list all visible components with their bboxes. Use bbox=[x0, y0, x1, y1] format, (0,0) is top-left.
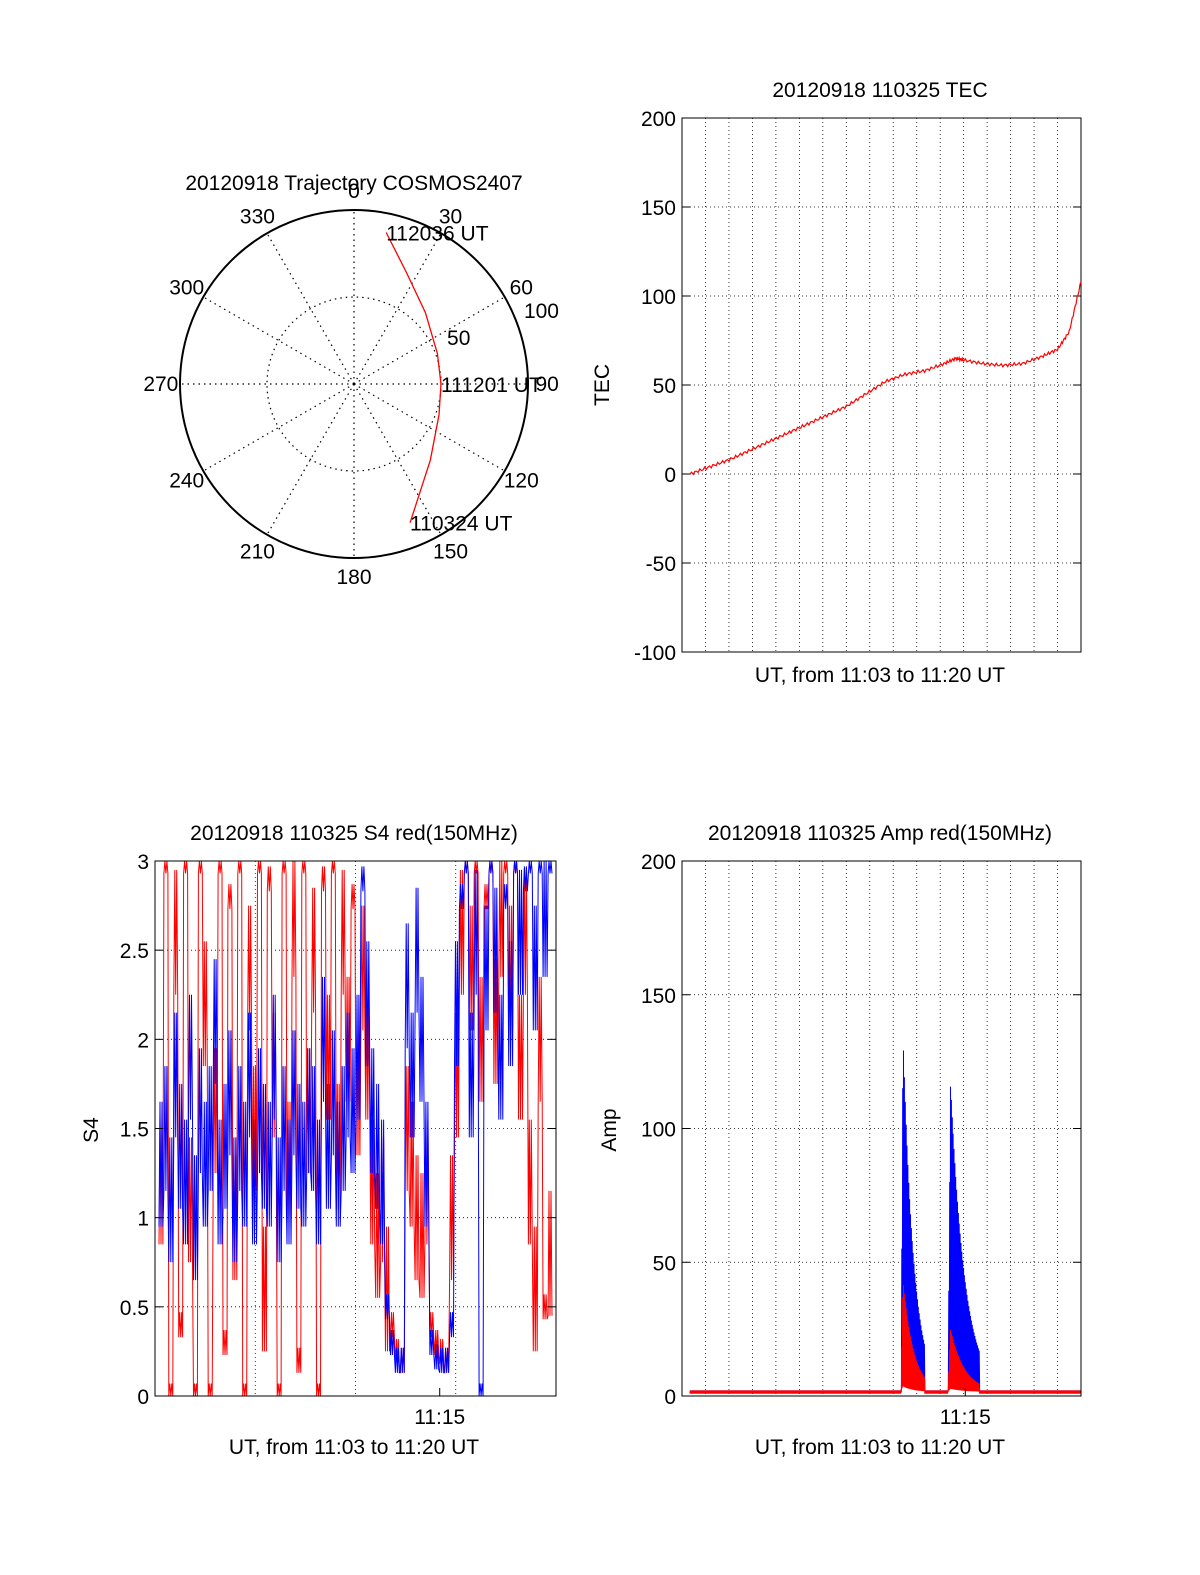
s4-chart: 20120918 110325 S4 red(150MHz) 0 0.5 1 1.5 2… bbox=[80, 822, 557, 1459]
polar-angle-label: 300 bbox=[169, 276, 204, 299]
s4-series-red bbox=[158, 860, 553, 1397]
y-tick-label: 100 bbox=[641, 286, 676, 309]
s4-title: 20120918 110325 S4 red(150MHz) bbox=[190, 822, 518, 845]
amp-ylabel: Amp bbox=[598, 1108, 621, 1151]
polar-angle-label: 180 bbox=[336, 566, 371, 589]
y-tick-label: -50 bbox=[646, 553, 676, 576]
polar-angle-label: 240 bbox=[169, 470, 204, 493]
tec-ylabel: TEC bbox=[591, 364, 614, 406]
y-tick-label: -100 bbox=[634, 642, 676, 665]
y-tick-label: 200 bbox=[641, 851, 676, 874]
y-tick-label: 1 bbox=[137, 1208, 149, 1231]
y-tick-label: 0 bbox=[664, 464, 676, 487]
tec-y-ticks: -100 -50 0 50 100 150 200 bbox=[634, 108, 1081, 665]
amp-x-ticks: 11:15 bbox=[940, 1388, 991, 1429]
amp-series-blue bbox=[689, 1050, 1082, 1394]
y-tick-label: 2 bbox=[137, 1029, 149, 1052]
polar-angle-labels: 0 30 60 90 120 150 180 210 240 270 300 330 bbox=[143, 180, 558, 589]
satellite-track-line bbox=[385, 232, 442, 523]
y-tick-label: 150 bbox=[641, 197, 676, 220]
tec-xlabel: UT, from 11:03 to 11:20 UT bbox=[755, 664, 1005, 687]
y-tick-label: 50 bbox=[653, 375, 676, 398]
amp-series-red bbox=[689, 1285, 1082, 1394]
y-tick-label: 0 bbox=[137, 1386, 149, 1409]
polar-radial-label: 50 bbox=[447, 327, 470, 350]
y-tick-label: 1.5 bbox=[120, 1119, 149, 1142]
polar-spoke bbox=[203, 296, 355, 385]
y-tick-label: 50 bbox=[653, 1252, 676, 1275]
polar-spoke bbox=[203, 383, 355, 472]
amp-xlabel: UT, from 11:03 to 11:20 UT bbox=[755, 1436, 1005, 1459]
y-tick-label: 200 bbox=[641, 108, 676, 131]
s4-y-ticks: 0 0.5 1 1.5 2 2.5 3 bbox=[120, 851, 556, 1409]
y-tick-label: 100 bbox=[641, 1119, 676, 1142]
polar-angle-label: 30 bbox=[439, 206, 462, 229]
polar-spoke bbox=[353, 383, 505, 472]
polar-outer-circle bbox=[179, 209, 529, 559]
y-tick-label: 0.5 bbox=[120, 1297, 149, 1320]
polar-spoke bbox=[353, 296, 505, 385]
s4-xlabel: UT, from 11:03 to 11:20 UT bbox=[229, 1436, 479, 1459]
track-time-label: 112036 UT bbox=[386, 223, 489, 246]
s4-x-ticks: 11:15 bbox=[414, 1388, 465, 1429]
y-tick-label: 0 bbox=[664, 1386, 676, 1409]
amp-y-ticks: 0 50 100 150 200 bbox=[641, 851, 1081, 1409]
x-tick-label: 11:15 bbox=[940, 1406, 991, 1429]
polar-spoke bbox=[353, 383, 442, 535]
polar-angle-label: 270 bbox=[143, 373, 178, 396]
polar-spoke bbox=[353, 233, 442, 385]
polar-angle-label: 90 bbox=[535, 373, 558, 396]
s4-series bbox=[158, 860, 553, 1397]
polar-angle-label: 60 bbox=[510, 276, 533, 299]
track-time-labels: 112036 UT 111201 UT 110324 UT bbox=[386, 223, 542, 536]
tec-series-line bbox=[689, 281, 1082, 476]
tec-grid bbox=[682, 118, 1081, 652]
s4-ylabel: S4 bbox=[80, 1117, 103, 1143]
s4-series-blue bbox=[158, 860, 553, 1397]
track-time-label: 111201 UT bbox=[441, 374, 542, 397]
polar-angle-label: 0 bbox=[348, 180, 360, 203]
tec-title: 20120918 110325 TEC bbox=[772, 79, 987, 102]
amp-series bbox=[689, 1050, 1082, 1394]
polar-angle-label: 120 bbox=[504, 470, 539, 493]
y-tick-label: 3 bbox=[137, 851, 149, 874]
amp-plot-frame bbox=[681, 860, 1082, 1397]
polar-title: 20120918 Trajectory COSMOS2407 bbox=[185, 172, 522, 195]
polar-angle-label: 210 bbox=[240, 540, 275, 563]
polar-angle-label: 150 bbox=[433, 540, 468, 563]
polar-spoke bbox=[266, 383, 355, 535]
polar-radial-labels: 50 100 bbox=[447, 300, 559, 350]
amp-chart: 20120918 110325 Amp red(150MHz) 0 50 100 15… bbox=[598, 822, 1082, 1459]
polar-spoke bbox=[266, 233, 355, 385]
polar-angle-label: 330 bbox=[240, 206, 275, 229]
track-time-label: 110324 UT bbox=[410, 513, 513, 536]
y-tick-label: 2.5 bbox=[120, 940, 149, 963]
y-tick-label: 150 bbox=[641, 985, 676, 1008]
amp-title: 20120918 110325 Amp red(150MHz) bbox=[708, 822, 1052, 845]
tec-chart: 20120918 110325 TEC -100-50050100150200 … bbox=[591, 79, 1082, 687]
polar-radial-label: 100 bbox=[524, 300, 559, 323]
polar-trajectory-chart: 20120918 Trajectory COSMOS2407 0 30 60 90 12… bbox=[143, 172, 559, 589]
x-tick-label: 11:15 bbox=[414, 1406, 465, 1429]
amp-grid bbox=[682, 861, 1081, 1396]
